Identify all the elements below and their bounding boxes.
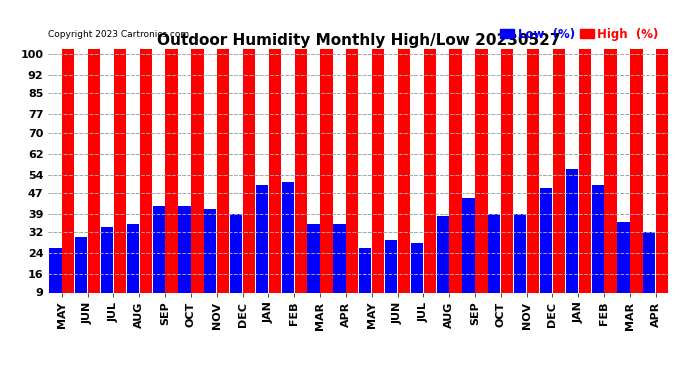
Bar xyxy=(268,30,281,292)
Bar xyxy=(591,185,604,292)
Bar xyxy=(152,206,165,292)
Bar xyxy=(385,240,397,292)
Bar xyxy=(553,30,565,292)
Bar xyxy=(295,30,307,292)
Bar xyxy=(540,188,552,292)
Bar xyxy=(230,214,242,292)
Bar xyxy=(656,30,669,292)
Text: Copyright 2023 Cartronics.com: Copyright 2023 Cartronics.com xyxy=(48,30,190,39)
Bar xyxy=(166,30,178,292)
Bar xyxy=(256,185,268,292)
Bar xyxy=(462,198,475,292)
Bar xyxy=(308,224,319,292)
Title: Outdoor Humidity Monthly High/Low 20230527: Outdoor Humidity Monthly High/Low 202305… xyxy=(157,33,560,48)
Bar xyxy=(372,30,384,292)
Bar xyxy=(243,30,255,292)
Bar xyxy=(179,206,190,292)
Bar xyxy=(604,30,617,292)
Bar xyxy=(49,248,61,292)
Bar xyxy=(333,224,346,292)
Bar xyxy=(489,214,500,292)
Bar xyxy=(501,30,513,292)
Bar xyxy=(217,30,229,292)
Bar xyxy=(204,209,217,292)
Bar xyxy=(618,222,629,292)
Bar xyxy=(579,30,591,292)
Bar xyxy=(643,232,656,292)
Bar xyxy=(62,30,75,292)
Bar xyxy=(101,227,113,292)
Bar xyxy=(282,182,294,292)
Bar xyxy=(114,30,126,292)
Bar xyxy=(346,30,359,292)
Bar xyxy=(75,237,88,292)
Legend: Low  (%), High  (%): Low (%), High (%) xyxy=(495,23,663,45)
Bar xyxy=(139,30,152,292)
Bar xyxy=(411,243,423,292)
Bar xyxy=(88,30,100,292)
Bar xyxy=(514,214,526,292)
Bar xyxy=(566,170,578,292)
Bar xyxy=(127,224,139,292)
Bar xyxy=(191,30,204,292)
Bar xyxy=(398,30,410,292)
Bar xyxy=(359,248,371,292)
Bar xyxy=(630,30,642,292)
Bar xyxy=(320,30,333,292)
Bar xyxy=(437,216,449,292)
Bar xyxy=(449,30,462,292)
Bar xyxy=(527,30,539,292)
Bar xyxy=(475,30,488,292)
Bar xyxy=(424,30,436,292)
